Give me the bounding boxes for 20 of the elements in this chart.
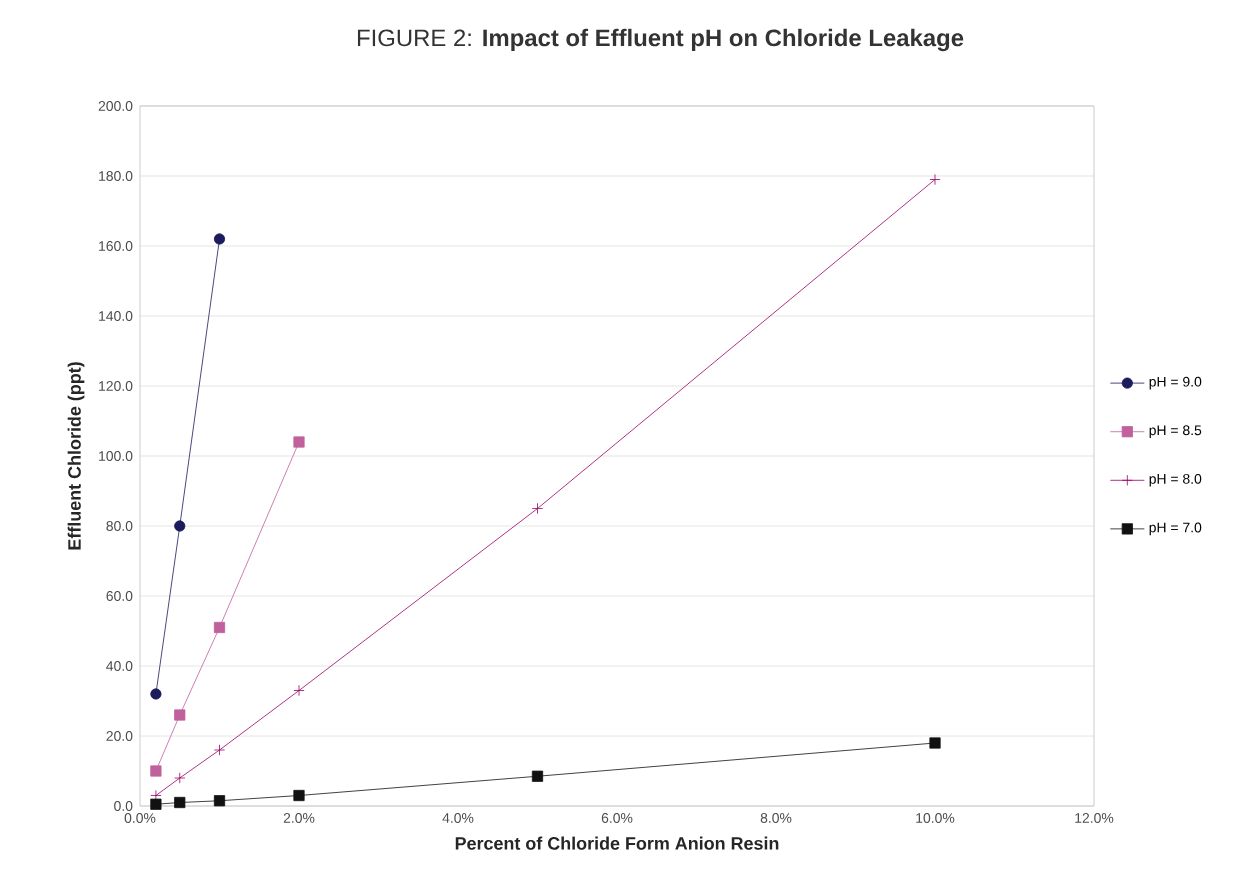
point [174,520,186,532]
point [174,709,186,721]
chart-title: FIGURE 2: Impact of Effluent pH on Chloride Leakage [357,28,964,52]
point [293,789,305,802]
point [213,744,226,756]
point [929,737,941,749]
point [213,621,226,634]
point [531,770,544,782]
point [150,765,162,777]
point [293,436,305,448]
point [213,233,226,245]
point [174,772,186,784]
point [150,688,162,700]
y-axis-title: Effluent Chloride (ppt) [67,362,85,550]
x-axis-title: Percent of Chloride Form Anion Resin [455,836,779,850]
point [293,684,305,697]
point [150,798,162,810]
point [213,795,226,807]
point [174,796,186,809]
point [929,173,941,186]
